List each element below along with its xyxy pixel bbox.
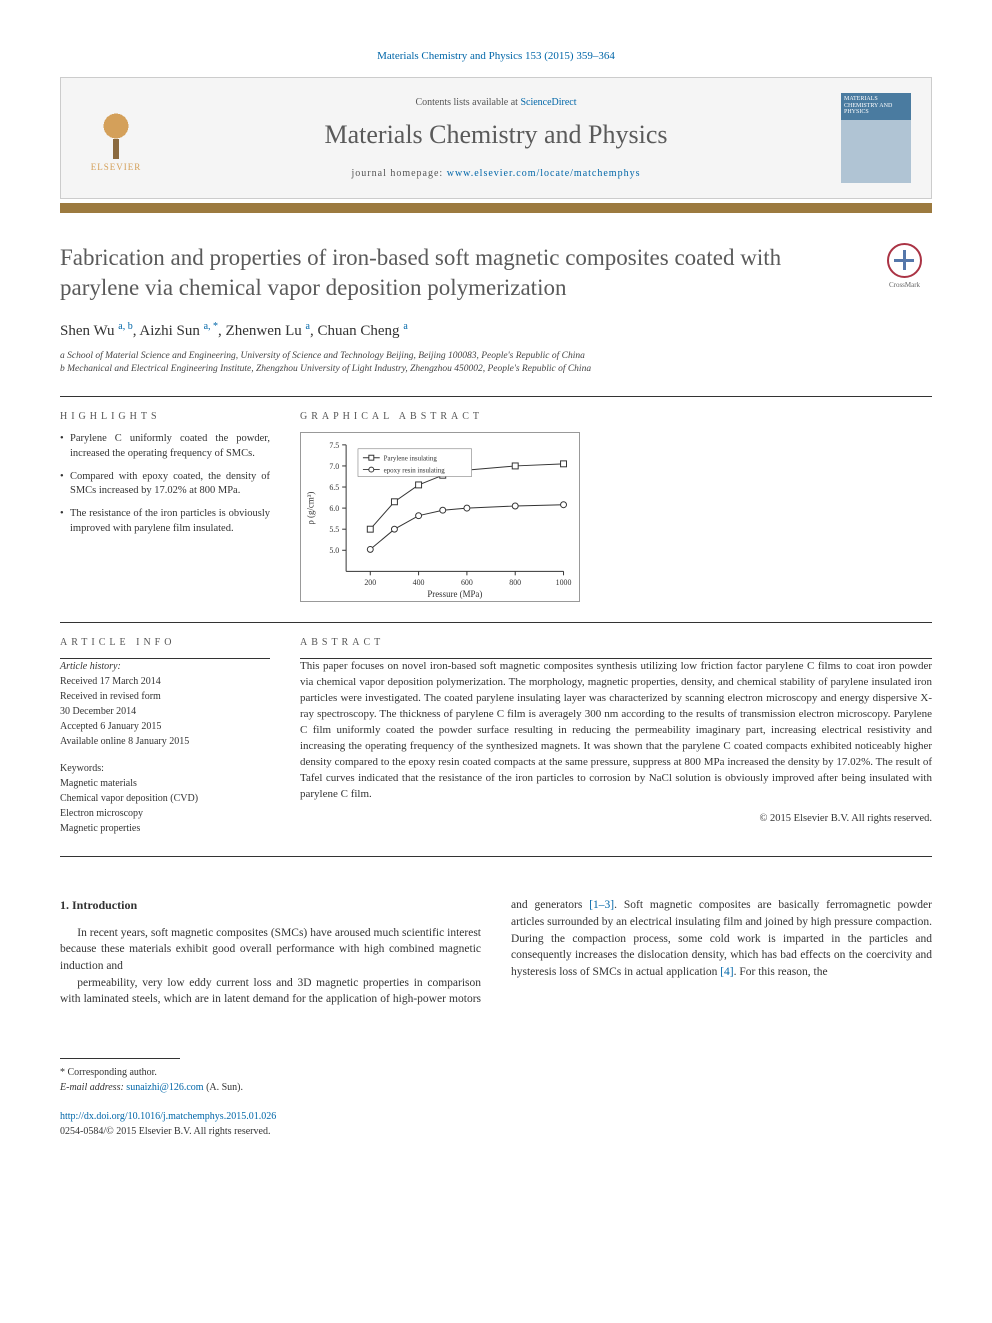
section-heading: 1. Introduction: [60, 897, 481, 914]
homepage-prefix: journal homepage:: [352, 168, 447, 179]
history-line: Received 17 March 2014: [60, 674, 270, 689]
intro-para-1: In recent years, soft magnetic composite…: [60, 925, 481, 975]
svg-text:200: 200: [364, 579, 376, 588]
svg-text:Parylene insulating: Parylene insulating: [384, 456, 438, 463]
svg-text:600: 600: [461, 579, 473, 588]
history-line: 30 December 2014: [60, 704, 270, 719]
svg-text:7.5: 7.5: [329, 441, 339, 450]
history-line: Available online 8 January 2015: [60, 734, 270, 749]
highlight-item: Parylene C uniformly coated the powder, …: [60, 432, 270, 461]
abstract-copyright: © 2015 Elsevier B.V. All rights reserved…: [300, 813, 932, 824]
email-label: E-mail address:: [60, 1082, 126, 1093]
highlight-item: The resistance of the iron particles is …: [60, 507, 270, 536]
graphical-abstract-heading: GRAPHICAL ABSTRACT: [300, 411, 932, 422]
keyword: Chemical vapor deposition (CVD): [60, 791, 270, 806]
divider-bar: [60, 203, 932, 213]
corresponding-author: * Corresponding author.: [60, 1065, 932, 1080]
abstract-text: This paper focuses on novel iron-based s…: [300, 659, 932, 802]
graphical-abstract-chart: 5.0 5.5 6.0 6.5 7.0 7.5 200 400 600 800 1000 Pressu…: [300, 432, 580, 602]
svg-text:ρ (g/cm³): ρ (g/cm³): [306, 492, 316, 525]
ref-link[interactable]: [1–3]: [589, 899, 614, 911]
svg-text:Pressure (MPa): Pressure (MPa): [427, 589, 482, 599]
highlight-item: Compared with epoxy coated, the density …: [60, 470, 270, 499]
footer: * Corresponding author. E-mail address: …: [60, 1058, 932, 1139]
email-suffix: (A. Sun).: [204, 1082, 243, 1093]
citation-line: Materials Chemistry and Physics 153 (201…: [60, 50, 932, 62]
highlights-list: Parylene C uniformly coated the powder, …: [60, 432, 270, 536]
issn-copyright: 0254-0584/© 2015 Elsevier B.V. All right…: [60, 1124, 932, 1139]
body-columns: 1. Introduction In recent years, soft ma…: [60, 897, 932, 1008]
history-line: Accepted 6 January 2015: [60, 719, 270, 734]
rule: [60, 856, 932, 857]
svg-text:7.0: 7.0: [329, 462, 339, 471]
body-text: . For this reason, the: [734, 966, 828, 978]
contents-prefix: Contents lists available at: [415, 97, 520, 108]
svg-text:800: 800: [509, 579, 521, 588]
keyword: Magnetic properties: [60, 821, 270, 836]
article-history: Article history: Received 17 March 2014 …: [60, 659, 270, 749]
abstract-heading: ABSTRACT: [300, 637, 932, 648]
affiliation-b: b Mechanical and Electrical Engineering …: [60, 363, 932, 376]
doi-link[interactable]: http://dx.doi.org/10.1016/j.matchemphys.…: [60, 1111, 276, 1122]
keyword: Electron microscopy: [60, 806, 270, 821]
highlights-heading: HIGHLIGHTS: [60, 411, 270, 422]
publisher-label: ELSEVIER: [91, 162, 142, 172]
history-label: Article history:: [60, 659, 270, 674]
article-info-heading: ARTICLE INFO: [60, 637, 270, 648]
footer-rule: [60, 1058, 180, 1059]
email-line: E-mail address: sunaizhi@126.com (A. Sun…: [60, 1080, 932, 1095]
svg-text:5.0: 5.0: [329, 547, 339, 556]
crossmark-badge[interactable]: CrossMark: [877, 243, 932, 298]
affiliations: a School of Material Science and Enginee…: [60, 350, 932, 377]
svg-text:6.0: 6.0: [329, 504, 339, 513]
svg-text:5.5: 5.5: [329, 526, 339, 535]
journal-name: Materials Chemistry and Physics: [151, 120, 841, 150]
elsevier-logo: ELSEVIER: [81, 98, 151, 178]
contents-available: Contents lists available at ScienceDirec…: [151, 97, 841, 108]
affiliation-a: a School of Material Science and Enginee…: [60, 350, 932, 363]
journal-header: ELSEVIER Contents lists available at Sci…: [60, 77, 932, 199]
keywords-block: Keywords: Magnetic materials Chemical va…: [60, 761, 270, 836]
homepage-line: journal homepage: www.elsevier.com/locat…: [151, 168, 841, 179]
crossmark-icon: [887, 243, 922, 278]
svg-text:1000: 1000: [556, 579, 572, 588]
sciencedirect-link[interactable]: ScienceDirect: [520, 97, 576, 108]
svg-text:6.5: 6.5: [329, 483, 339, 492]
email-link[interactable]: sunaizhi@126.com: [126, 1082, 203, 1093]
history-line: Received in revised form: [60, 689, 270, 704]
cover-title: MATERIALS CHEMISTRY AND PHYSICS: [844, 96, 908, 116]
crossmark-label: CrossMark: [889, 281, 920, 289]
journal-cover-thumbnail: MATERIALS CHEMISTRY AND PHYSICS: [841, 93, 911, 183]
svg-text:400: 400: [413, 579, 425, 588]
keywords-label: Keywords:: [60, 761, 270, 776]
keyword: Magnetic materials: [60, 776, 270, 791]
authors-line: Shen Wu a, b, Aizhi Sun a, *, Zhenwen Lu…: [60, 321, 932, 340]
article-title: Fabrication and properties of iron-based…: [60, 243, 877, 303]
ref-link[interactable]: [4]: [720, 966, 733, 978]
homepage-link[interactable]: www.elsevier.com/locate/matchemphys: [447, 168, 641, 179]
svg-text:epoxy resin insulating: epoxy resin insulating: [384, 468, 446, 475]
